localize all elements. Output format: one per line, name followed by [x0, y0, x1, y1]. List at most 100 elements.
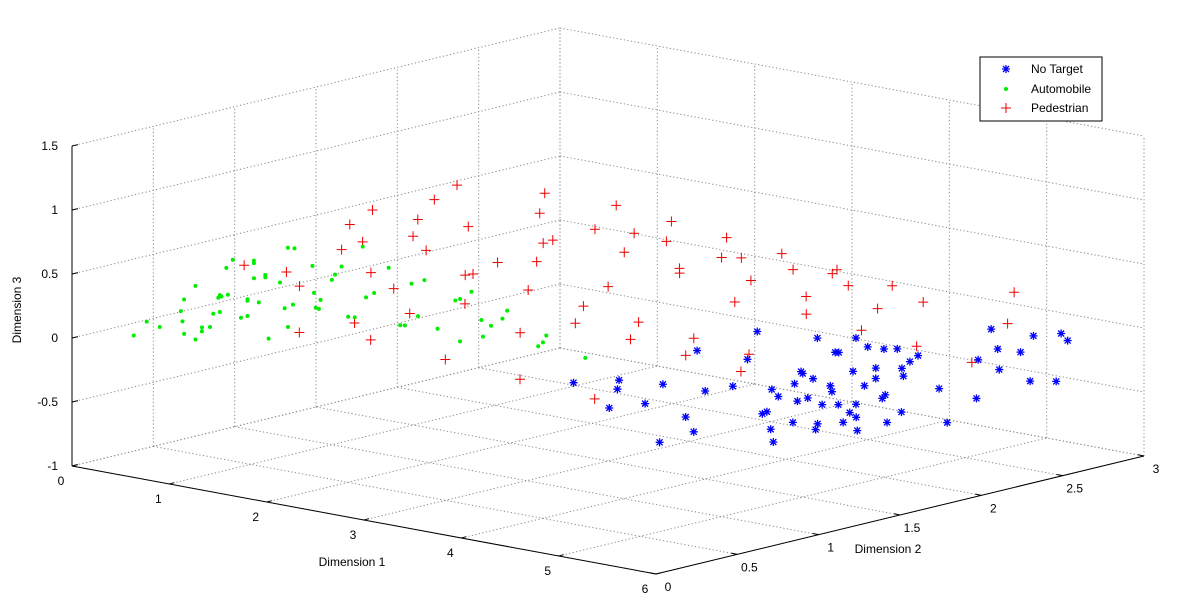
data-point-no-target — [767, 385, 776, 394]
data-point-no-target — [811, 425, 820, 434]
data-point-automobile — [193, 337, 198, 342]
data-point-no-target — [790, 379, 799, 388]
data-point-automobile — [458, 339, 463, 344]
data-point-pedestrian — [281, 267, 292, 277]
data-point-no-target — [851, 333, 860, 342]
data-point-no-target — [1063, 336, 1072, 345]
data-point-no-target — [863, 342, 872, 351]
data-point-automobile — [318, 297, 323, 302]
data-point-automobile — [131, 333, 136, 338]
data-point-no-target — [758, 409, 767, 418]
x-tick-mark — [363, 518, 370, 521]
data-point-automobile — [422, 278, 427, 283]
data-point-no-target — [881, 390, 890, 399]
data-point-automobile — [312, 290, 316, 295]
data-point-no-target — [813, 334, 822, 343]
data-point-pedestrian — [666, 216, 677, 227]
data-point-automobile — [352, 315, 357, 320]
axis-layer: 0 1 2 3 4 5 6 0 0.5 1 1.5 2 2.5 3 -1 -0.5 0 0.5 1 1.5 — [37, 139, 1159, 596]
z-tick-label: 0 — [51, 331, 58, 345]
data-point-automobile — [500, 316, 505, 321]
data-point-automobile — [230, 257, 235, 262]
data-point-pedestrian — [633, 317, 644, 328]
data-point-automobile — [208, 324, 212, 329]
data-point-pedestrian — [365, 334, 376, 345]
data-point-automobile — [217, 309, 222, 314]
data-point-no-target — [995, 365, 1004, 374]
data-point-automobile — [416, 314, 420, 319]
z-tick-label: 0.5 — [41, 267, 58, 281]
data-point-automobile — [290, 302, 295, 307]
data-point-automobile — [178, 309, 183, 314]
data-point-pedestrian — [776, 248, 787, 259]
data-point-pedestrian — [843, 280, 854, 291]
data-point-no-target — [693, 346, 702, 355]
data-point-automobile — [200, 325, 204, 330]
data-point-no-target — [943, 418, 952, 427]
x-tick-label: 5 — [544, 564, 551, 578]
data-point-pedestrian — [349, 318, 360, 328]
y-tick-label: 0 — [665, 580, 672, 594]
data-point-automobile — [211, 311, 216, 316]
data-point-no-target — [993, 345, 1002, 353]
data-point-no-target — [839, 418, 848, 427]
legend-marker-no-target — [1002, 65, 1010, 73]
data-point-automobile — [409, 281, 414, 286]
data-point-pedestrian — [688, 333, 699, 344]
data-point-pedestrian — [589, 393, 600, 404]
z-tick-mark — [71, 336, 79, 339]
data-point-no-target — [569, 378, 578, 387]
data-point-automobile — [310, 263, 315, 268]
data-point-automobile — [251, 258, 256, 263]
data-point-pedestrian — [680, 350, 691, 361]
floor-grid-line-y — [234, 426, 819, 536]
data-point-automobile — [435, 326, 440, 331]
y-tick-mark — [649, 572, 657, 575]
data-point-pedestrian — [745, 275, 756, 286]
data-point-automobile — [469, 289, 474, 294]
x-tick-label: 4 — [447, 546, 454, 560]
y-axis-label: Dimension 2 — [855, 542, 922, 556]
floor-grid-line-x — [461, 419, 950, 539]
data-point-no-target — [769, 438, 778, 446]
data-point-automobile — [360, 244, 365, 249]
floor-grid-line-x — [363, 401, 853, 521]
data-point-pedestrian — [918, 297, 929, 308]
left-wall-grid-line-z — [71, 155, 561, 275]
y-tick-mark — [893, 513, 901, 516]
data-point-no-target — [826, 381, 835, 390]
data-point-automobile — [316, 306, 321, 311]
data-point-automobile — [489, 323, 494, 328]
data-point-pedestrian — [1002, 318, 1013, 329]
data-point-pedestrian — [294, 327, 305, 338]
z-tick-mark — [71, 400, 79, 403]
data-point-pedestrian — [611, 200, 622, 211]
data-point-automobile — [481, 334, 485, 339]
y-tick-mark — [1056, 473, 1063, 477]
data-point-automobile — [199, 329, 204, 334]
data-point-no-target — [774, 392, 783, 401]
y-tick-label: 3 — [1153, 462, 1160, 476]
z-tick-label: 1 — [51, 203, 58, 217]
data-point-pedestrian — [463, 221, 474, 232]
data-point-no-target — [818, 400, 827, 409]
data-point-automobile — [282, 306, 287, 311]
data-point-automobile — [333, 272, 338, 277]
data-point-no-target — [1057, 329, 1066, 338]
z-tick-label: -1 — [47, 459, 58, 473]
data-point-pedestrian — [801, 309, 812, 320]
data-point-automobile — [313, 305, 318, 310]
y-tick-mark — [731, 552, 738, 555]
data-point-no-target — [728, 382, 737, 391]
legend-label-automobile: Automobile — [1031, 82, 1091, 96]
floor-grid-line-x — [558, 437, 1047, 557]
data-point-no-target — [613, 385, 622, 394]
data-point-pedestrian — [459, 298, 470, 309]
data-point-pedestrian — [239, 260, 250, 271]
data-point-no-target — [793, 397, 802, 406]
data-point-no-target — [753, 327, 762, 336]
x-tick-label: 0 — [58, 474, 65, 488]
data-point-pedestrian — [1009, 287, 1020, 298]
data-point-pedestrian — [887, 280, 898, 291]
data-point-pedestrian — [531, 256, 542, 267]
